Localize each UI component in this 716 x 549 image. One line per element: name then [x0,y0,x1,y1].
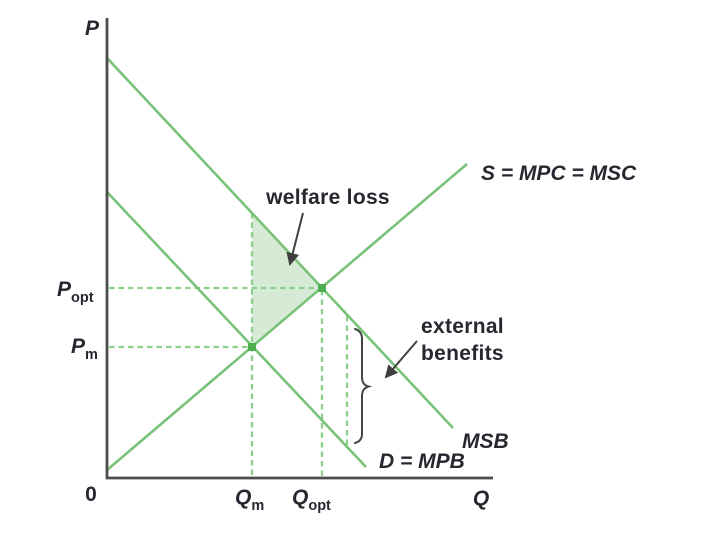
welfare-loss-label: welfare loss [265,186,390,209]
welfare-loss-arrow [286,212,304,266]
external-benefits-brace [354,328,373,444]
axes [105,18,493,480]
external-benefits-arrow [384,340,418,379]
external-benefits-label-line2: benefits [421,342,504,365]
supply-curve-label: S = MPC = MSC [481,162,637,185]
external-benefits-label-line1: external [421,315,504,338]
demand-curve-label: D = MPB [379,450,465,473]
q-axis-label: Q [473,487,489,510]
optimum-point [318,284,326,292]
demand-curve [106,191,367,468]
welfare-loss-triangle [252,213,322,347]
p-m-label: Pm [71,335,98,363]
market-equilibrium-point [248,343,256,351]
supply-curve [106,163,468,471]
origin-label: 0 [85,483,97,506]
q-opt-label: Qopt [292,486,331,514]
msb-curve [106,57,454,429]
msb-curve-label: MSB [462,430,509,453]
p-axis-label: P [85,17,100,40]
p-opt-label: Popt [57,278,94,306]
q-m-label: Qm [235,486,264,514]
